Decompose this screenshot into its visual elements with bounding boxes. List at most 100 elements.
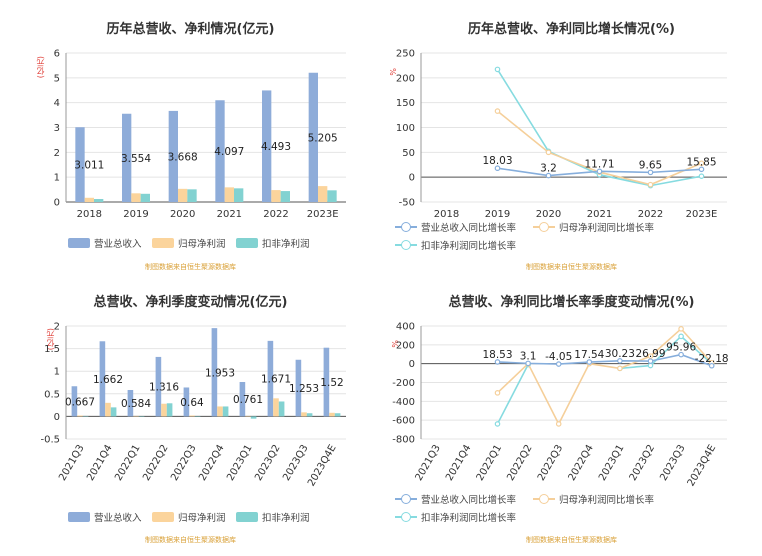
bar [318, 186, 328, 202]
data-point [494, 421, 501, 427]
legend-item-net-profit[interactable]: 归母净利润 [152, 236, 226, 250]
legend-item-deducted-profit-growth[interactable]: 扣非净利润同比增长率 [395, 238, 516, 252]
x-tick-label: 2022Q3 [169, 443, 198, 483]
bar [222, 406, 229, 417]
source-note: 制图数据来自恒生聚源数据库 [145, 263, 236, 271]
bar [234, 188, 244, 202]
bar [77, 415, 83, 417]
bar [127, 390, 134, 417]
legend-label: 扣非净利润同比增长率 [421, 241, 517, 252]
source-note: 制图数据来自恒生聚源数据库 [145, 536, 236, 544]
data-label: 18.03 [482, 155, 512, 167]
y-tick-label: 3 [54, 123, 60, 134]
bar [168, 110, 178, 202]
bar [334, 413, 341, 417]
y-tick-label: 200 [396, 73, 415, 84]
annual-growth-chart: -50 0 50 100 150 200 250 2018 2019 2020 2021 2022 20… [396, 49, 727, 220]
bar [110, 407, 117, 417]
data-point [617, 365, 623, 372]
legend-swatch [395, 494, 417, 504]
bar [217, 406, 223, 417]
legend-label: 归母净利润 [178, 239, 226, 250]
bar [183, 387, 190, 417]
y-tick-label: 4 [54, 98, 60, 109]
quarterly-growth-panel: 总营收、净利同比增长率季度变动情况(%) % -800 -600 -400 -200 0… [381, 278, 762, 556]
bar [71, 386, 78, 417]
data-point [647, 358, 654, 364]
y-tick-label: 1.5 [44, 344, 60, 355]
x-tick-label: 2021Q3 [414, 443, 443, 483]
x-tick-label: 2023Q1 [225, 443, 254, 483]
bar [122, 113, 132, 202]
y-tick-label: 0.5 [44, 389, 60, 400]
data-label: 0.761 [233, 394, 263, 406]
y-tick-label: -50 [399, 198, 415, 209]
legend-label: 归母净利润 [178, 513, 226, 524]
annual-bar-chart: 0 1 2 3 4 5 6 2018 2019 2020 2021 2022 2023E 3.011 3.5… [54, 49, 346, 220]
bar [327, 190, 337, 202]
x-tick-label: 2018 [77, 209, 102, 220]
bar [155, 356, 162, 417]
bar [161, 403, 167, 417]
bar [131, 193, 141, 202]
data-point [494, 66, 501, 73]
data-label: 1.253 [289, 383, 319, 395]
legend-swatch [395, 222, 417, 232]
bar [224, 187, 234, 202]
data-point [678, 333, 684, 340]
x-tick-label: 2023Q4E [686, 443, 719, 488]
legend-item-net-profit-growth[interactable]: 归母净利润同比增长率 [533, 492, 654, 506]
x-tick-label: 2021 [217, 209, 242, 220]
x-tick-label: 2018 [434, 209, 459, 220]
data-point [586, 359, 593, 365]
data-point [555, 421, 562, 427]
legend-item-revenue-growth[interactable]: 营业总收入同比增长率 [395, 220, 516, 234]
data-point [525, 360, 531, 367]
y-tick-label: 6 [54, 49, 60, 60]
legend-item-revenue[interactable]: 营业总收入 [68, 236, 142, 250]
data-label: 95.96 [666, 342, 696, 354]
data-label: 1.953 [205, 367, 235, 379]
data-point [494, 108, 501, 114]
legend-item-net-profit-growth[interactable]: 归母净利润同比增长率 [533, 220, 654, 234]
x-tick-label: 2021Q4 [85, 443, 114, 483]
bar [84, 197, 94, 202]
legend-swatch [395, 240, 417, 250]
legend-swatch [68, 238, 90, 248]
y-tick-label: -600 [392, 416, 415, 427]
data-label: 5.205 [308, 132, 338, 144]
data-label: 1.662 [93, 374, 123, 386]
bar [140, 193, 150, 202]
bar [189, 415, 195, 417]
chart-title: 历年总营收、净利同比增长情况(%) [468, 22, 675, 37]
legend-item-deducted-profit[interactable]: 扣非净利润 [236, 236, 310, 250]
data-label: 3.2 [540, 163, 557, 175]
data-label: 15.85 [686, 156, 716, 168]
legend-label: 扣非净利润同比增长率 [421, 513, 517, 524]
legend-item-revenue[interactable]: 营业总收入 [68, 510, 142, 524]
legend-item-net-profit[interactable]: 归母净利润 [152, 510, 226, 524]
legend-swatch [236, 512, 258, 522]
x-tick-label: 2022 [263, 209, 288, 220]
y-tick-label: 2 [54, 148, 60, 159]
bar [271, 190, 281, 202]
data-point [678, 351, 684, 358]
bar [329, 412, 335, 417]
source-note: 制图数据来自恒生聚源数据库 [526, 536, 617, 544]
legend-item-deducted-profit-growth[interactable]: 扣非净利润同比增长率 [395, 510, 516, 524]
x-tick-label: 2023Q1 [597, 443, 626, 483]
data-point [494, 165, 501, 172]
data-label: -4.05 [545, 351, 572, 363]
legend-item-revenue-growth[interactable]: 营业总收入同比增长率 [395, 492, 516, 506]
annual-revenue-profit-panel: 历年总营收、净利情况(亿元) (亿元) 0 1 2 3 4 5 6 2018 2019 2020 2… [0, 0, 381, 278]
data-label: 26.99 [635, 348, 665, 360]
x-tick-label: 2022Q1 [113, 443, 142, 483]
bar [99, 341, 106, 417]
legend: 营业总收入 归母净利润 扣非净利润 [0, 510, 381, 524]
data-point [596, 168, 603, 175]
legend-swatch [68, 512, 90, 522]
x-tick-label: 2021 [587, 209, 612, 220]
legend-label: 营业总收入同比增长率 [421, 223, 517, 234]
legend-item-deducted-profit[interactable]: 扣非净利润 [236, 510, 310, 524]
data-point [647, 181, 654, 188]
